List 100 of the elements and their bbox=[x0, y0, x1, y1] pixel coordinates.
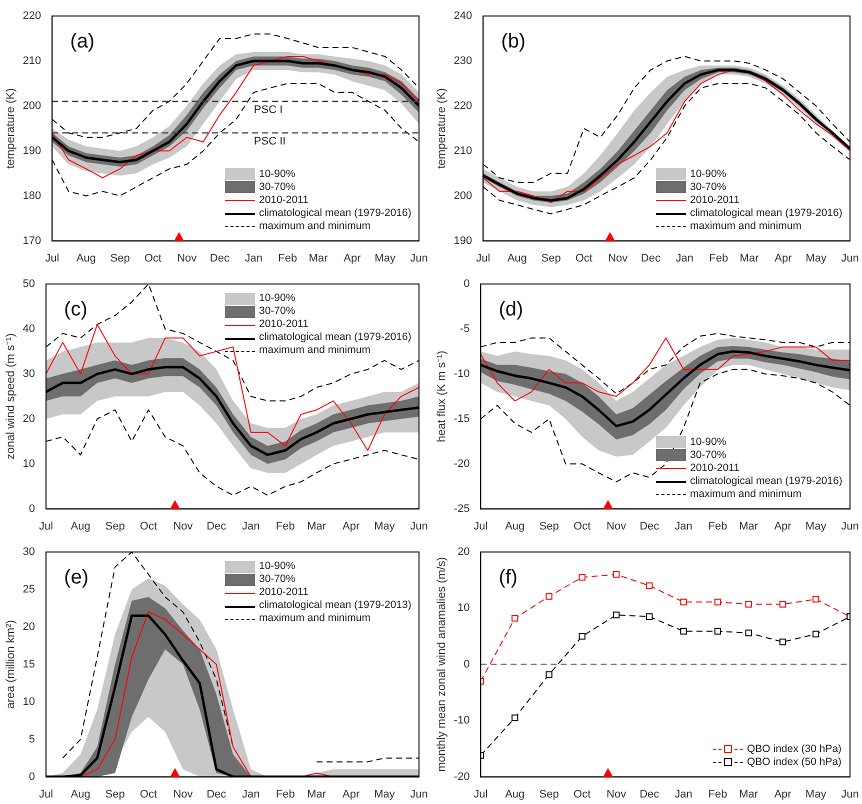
x-tick-label: Jan bbox=[674, 520, 692, 532]
x-tick-label: Dec bbox=[640, 252, 661, 264]
x-tick-label: Oct bbox=[140, 520, 158, 532]
y-tick-label: -5 bbox=[460, 322, 470, 335]
point bbox=[745, 630, 752, 636]
x-tick-label: Jan bbox=[242, 788, 260, 800]
legend-label: climatological mean (1979-2016) bbox=[690, 474, 842, 488]
x-tick-label: Jan bbox=[676, 252, 694, 264]
y-tick-label: -10 bbox=[454, 368, 470, 380]
y-tick-label: 200 bbox=[22, 100, 42, 112]
y-tick-label: -15 bbox=[454, 412, 470, 425]
point bbox=[512, 614, 518, 622]
ref-line-label: PSC II bbox=[254, 135, 286, 148]
y-tick-label: 0 bbox=[28, 770, 36, 783]
y-tick-label: 180 bbox=[22, 190, 42, 202]
y-tick-label: 20 bbox=[22, 620, 36, 633]
y-tick-label: -25 bbox=[454, 502, 470, 515]
legend-label: climatological mean (1979-2016) bbox=[690, 206, 842, 220]
x-tick-label: Sep bbox=[105, 788, 125, 800]
legend-label: maximum and minimum bbox=[259, 612, 370, 625]
text: (e) bbox=[64, 566, 88, 589]
x-tick-label: Sep bbox=[105, 520, 125, 532]
y-tick-label: 10 bbox=[22, 696, 36, 708]
x-tick-label: Oct bbox=[574, 520, 591, 532]
legend-label: 10-90% bbox=[259, 560, 296, 573]
legend-label: maximum and minimum bbox=[690, 488, 802, 501]
text: (b) bbox=[501, 30, 526, 53]
legend-label: 10-90% bbox=[259, 292, 296, 305]
x-tick-label: Feb bbox=[708, 520, 728, 532]
point bbox=[578, 632, 586, 640]
x-tick-label: Apr bbox=[342, 520, 360, 532]
point bbox=[680, 628, 687, 635]
point bbox=[612, 571, 620, 578]
x-tick-label: Jun bbox=[841, 520, 859, 532]
x-tick-label: Jun bbox=[841, 788, 859, 800]
y-tick-label: 50 bbox=[22, 278, 36, 290]
y-tick-label: 30 bbox=[22, 546, 36, 558]
y-tick-label: 190 bbox=[454, 234, 472, 247]
x-tick-label: Mar bbox=[740, 252, 760, 264]
x-tick-label: Aug bbox=[505, 788, 525, 800]
y-tick-label: 20 bbox=[22, 412, 36, 425]
x-tick-label: Nov bbox=[173, 788, 194, 800]
y-axis-title: monthly mean zonal wind anamalies (m/s) bbox=[436, 556, 448, 772]
y-tick-label: 30 bbox=[22, 368, 36, 380]
x-tick-label: Aug bbox=[505, 520, 525, 532]
y-tick-label: 200 bbox=[454, 190, 472, 202]
y-tick-label: 210 bbox=[454, 144, 472, 157]
x-tick-label: Dec bbox=[206, 520, 227, 532]
x-tick-label: Apr bbox=[774, 788, 792, 800]
y-tick-label: 230 bbox=[454, 54, 472, 67]
x-tick-label: Sep bbox=[541, 252, 561, 264]
x-tick-label: Sep bbox=[539, 520, 559, 532]
x-tick-label: Nov bbox=[606, 788, 627, 800]
point bbox=[546, 593, 552, 600]
x-tick-label: Dec bbox=[210, 252, 230, 264]
x-tick-label: Oct bbox=[144, 252, 162, 264]
x-tick-label: Apr bbox=[774, 252, 792, 264]
legend-label: climatological mean (1979-2016) bbox=[259, 206, 412, 220]
legend-label: maximum and minimum bbox=[259, 344, 370, 357]
x-tick-label: Aug bbox=[507, 252, 527, 264]
x-tick-label: Feb bbox=[276, 520, 295, 532]
x-tick-label: May bbox=[374, 520, 396, 532]
legend-label: maximum and minimum bbox=[259, 220, 370, 233]
y-tick-label: 40 bbox=[22, 322, 36, 335]
legend-label: 2010-2011 bbox=[690, 194, 740, 207]
point bbox=[812, 630, 820, 638]
x-tick-label: Jan bbox=[242, 520, 260, 532]
text: (a) bbox=[70, 30, 95, 53]
x-tick-label: Jul bbox=[45, 252, 60, 264]
y-tick-label: 0 bbox=[28, 502, 36, 515]
y-tick-label: 240 bbox=[454, 10, 472, 22]
y-tick-label: 170 bbox=[22, 234, 42, 247]
point bbox=[646, 582, 653, 590]
y-tick-label: 25 bbox=[22, 584, 36, 596]
legend-label: maximum and minimum bbox=[690, 220, 802, 233]
x-tick-label: Jul bbox=[474, 520, 488, 532]
legend-label: 2010-2011 bbox=[259, 586, 308, 599]
y-tick-label: -20 bbox=[454, 770, 470, 783]
legend-label: 30-70% bbox=[259, 180, 296, 194]
point bbox=[779, 638, 786, 646]
x-tick-label: Oct bbox=[140, 788, 158, 800]
legend-label: 30-70% bbox=[690, 180, 726, 194]
legend-label: 10-90% bbox=[690, 436, 726, 449]
x-tick-label: Feb bbox=[709, 252, 728, 264]
y-tick-label: -20 bbox=[454, 458, 470, 470]
x-tick-label: Jun bbox=[410, 520, 428, 532]
legend-label: 10-90% bbox=[690, 168, 726, 181]
x-tick-label: Sep bbox=[539, 788, 559, 800]
legend-label: 30-70% bbox=[259, 305, 296, 318]
y-axis-title: zonal wind speed (m s⁻¹) bbox=[5, 333, 18, 460]
x-tick-label: Feb bbox=[708, 788, 728, 800]
point bbox=[578, 574, 586, 581]
point bbox=[512, 714, 518, 722]
x-tick-label: Jul bbox=[39, 788, 54, 800]
point bbox=[680, 598, 687, 606]
x-tick-label: Sep bbox=[110, 252, 130, 264]
x-tick-label: Jul bbox=[476, 252, 490, 264]
x-tick-label: Mar bbox=[739, 788, 758, 800]
point bbox=[612, 612, 620, 618]
point bbox=[646, 613, 653, 620]
